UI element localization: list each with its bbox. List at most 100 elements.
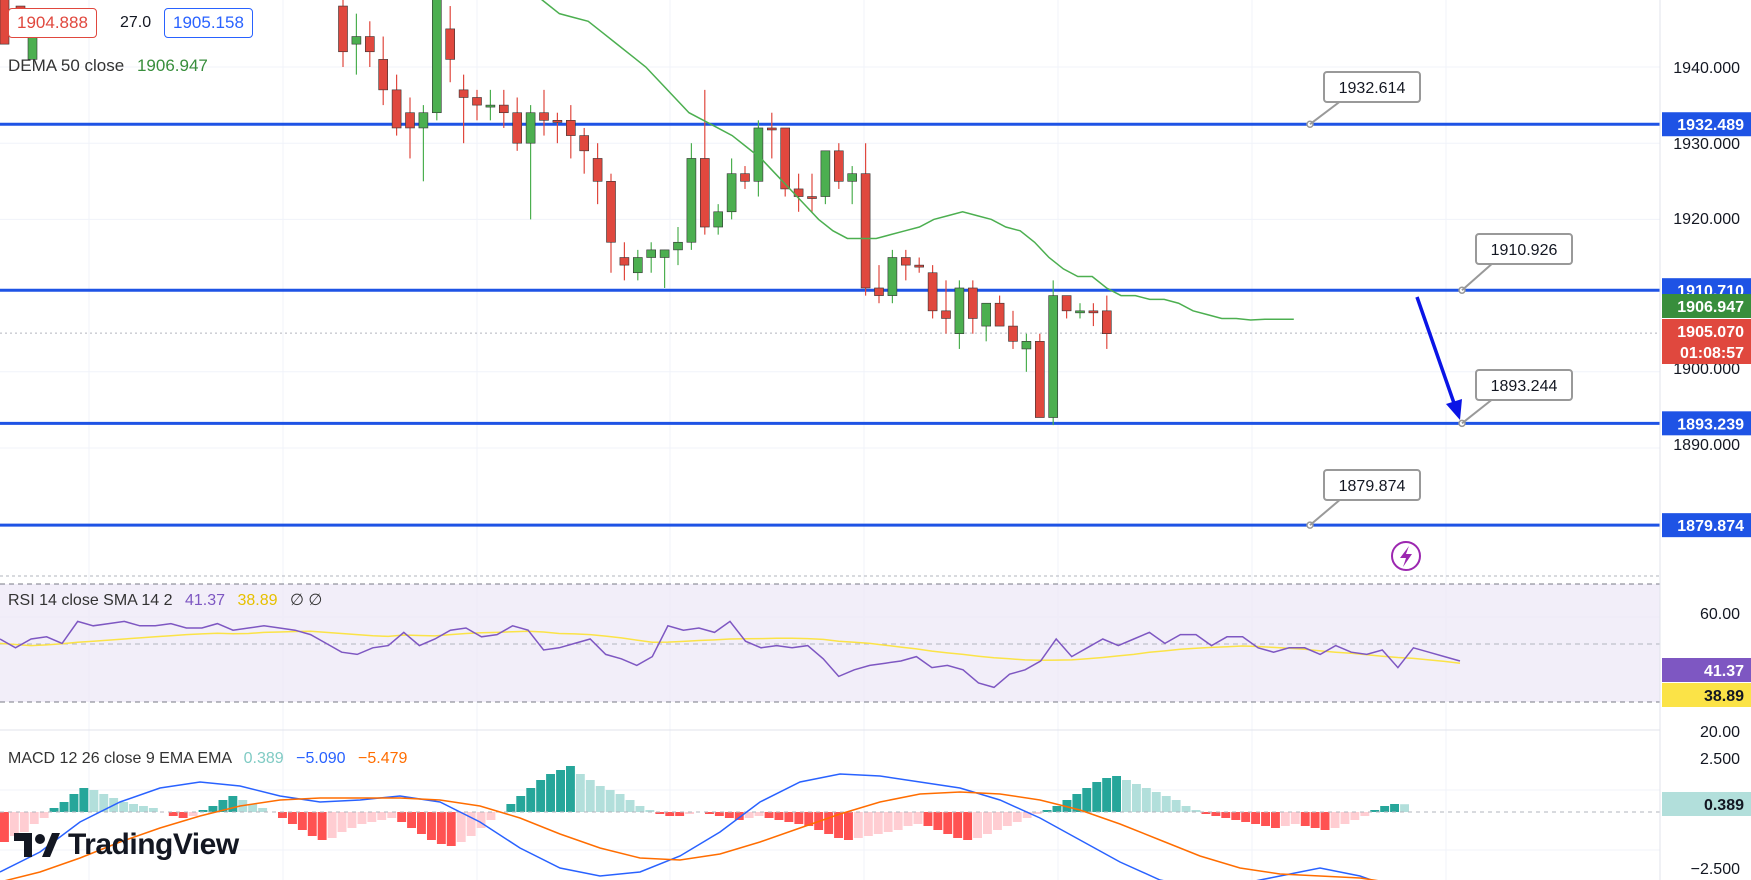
candle[interactable] — [485, 89, 496, 121]
rsi-legend[interactable]: RSI 14 close SMA 14 2 41.37 38.89 ∅ ∅ — [8, 590, 322, 610]
candle[interactable] — [579, 127, 590, 174]
candle[interactable] — [699, 89, 710, 235]
candle[interactable] — [686, 143, 697, 250]
candle[interactable] — [766, 112, 777, 159]
level-callout[interactable]: 1910.926 — [1458, 233, 1573, 294]
level-callout[interactable]: 1879.874 — [1306, 469, 1421, 529]
level-callout[interactable]: 1932.614 — [1306, 71, 1421, 128]
candle[interactable] — [1102, 295, 1112, 349]
candlesticks[interactable] — [0, 0, 1112, 426]
svg-text:1906.947: 1906.947 — [1677, 299, 1744, 316]
macd-bar — [546, 774, 555, 812]
candle[interactable] — [619, 242, 630, 281]
forecast-arrow[interactable] — [1415, 296, 1462, 420]
candle[interactable] — [874, 265, 884, 304]
candle[interactable] — [378, 36, 389, 106]
support-resistance-levels[interactable] — [0, 122, 1660, 527]
candle[interactable] — [646, 242, 657, 273]
candle[interactable] — [967, 280, 978, 334]
macd-bar — [466, 812, 476, 836]
macd-bar — [327, 812, 337, 838]
rsi-tick-label: 20.00 — [1700, 724, 1740, 741]
candle[interactable] — [418, 105, 429, 182]
macd-bar — [407, 812, 416, 828]
macd-bar — [248, 804, 258, 812]
candle[interactable] — [498, 89, 509, 128]
rsi-sma-line — [0, 630, 1461, 664]
macd-bar — [1320, 812, 1330, 830]
candle[interactable] — [726, 158, 737, 220]
candle[interactable] — [351, 13, 362, 75]
candle[interactable] — [673, 227, 683, 266]
candle[interactable] — [606, 173, 616, 273]
candle[interactable] — [887, 249, 898, 304]
candle[interactable] — [445, 6, 456, 83]
macd-bar — [1161, 796, 1171, 812]
macd-legend[interactable]: MACD 12 26 close 9 EMA EMA 0.389 −5.090 … — [8, 750, 407, 768]
candle[interactable] — [1075, 303, 1085, 319]
rsi-sma-tag: 38.89 — [1662, 683, 1751, 707]
macd-bar — [1052, 806, 1062, 812]
candle[interactable] — [847, 166, 858, 205]
candle[interactable] — [981, 302, 992, 342]
macd-bar — [288, 812, 297, 824]
candle[interactable] — [780, 127, 791, 197]
candle[interactable] — [565, 105, 576, 159]
ask-price-box[interactable]: 1905.158 — [164, 8, 253, 38]
forecast-arrow-shaft[interactable] — [1415, 296, 1457, 407]
level-callouts[interactable]: 1932.614 1910.926 1893.244 1879.874 — [1306, 71, 1573, 529]
candle[interactable] — [364, 21, 375, 67]
candle[interactable] — [941, 280, 951, 334]
candle[interactable] — [713, 204, 724, 235]
candle[interactable] — [793, 173, 804, 212]
candle[interactable] — [405, 97, 415, 159]
candle[interactable] — [1061, 295, 1072, 319]
candle[interactable] — [338, 0, 348, 67]
candle[interactable] — [525, 105, 536, 220]
candle[interactable] — [994, 295, 1005, 327]
price-axis-ticks: 1940.000 1930.000 1920.000 1900.000 1890.000… — [1673, 60, 1740, 878]
candle[interactable] — [927, 265, 938, 319]
macd-bar — [536, 780, 546, 812]
level-callout[interactable]: 1893.244 — [1458, 369, 1573, 428]
price-axis[interactable] — [1660, 0, 1751, 880]
candle[interactable] — [900, 249, 911, 281]
macd-bar — [377, 812, 387, 820]
macd-bar — [278, 812, 287, 818]
candle[interactable] — [431, 0, 442, 121]
macd-bar — [705, 812, 714, 814]
price-tick-label: 1920.000 — [1673, 211, 1740, 228]
candle[interactable] — [659, 249, 670, 288]
candle[interactable] — [1088, 303, 1099, 327]
candle[interactable] — [1021, 333, 1032, 372]
macd-bar — [983, 812, 992, 834]
candle[interactable] — [914, 257, 925, 273]
candle[interactable] — [1035, 333, 1045, 418]
ask-price: 1905.158 — [173, 13, 244, 32]
candle[interactable] — [552, 112, 563, 144]
candle[interactable] — [1008, 310, 1018, 349]
candle[interactable] — [833, 143, 844, 189]
rsi-extra: ∅ ∅ — [289, 592, 323, 609]
lightning-icon[interactable] — [1391, 541, 1421, 571]
candle[interactable] — [458, 74, 469, 144]
dema-legend[interactable]: DEMA 50 close 1906.947 — [8, 56, 208, 76]
candle[interactable] — [1048, 280, 1058, 426]
candle[interactable] — [820, 150, 831, 205]
candle[interactable] — [860, 143, 871, 296]
candle[interactable] — [472, 89, 482, 121]
candle[interactable] — [753, 120, 764, 197]
bid-price-box[interactable]: 1904.888 — [8, 8, 97, 38]
candle[interactable] — [512, 97, 523, 151]
candle[interactable] — [954, 280, 965, 349]
tradingview-logo[interactable]: TradingView — [12, 828, 239, 862]
candle[interactable] — [391, 74, 402, 136]
candle[interactable] — [539, 89, 549, 136]
candle[interactable] — [807, 173, 817, 212]
candle[interactable] — [740, 166, 750, 189]
macd-bar — [307, 812, 317, 836]
candle[interactable] — [592, 143, 603, 205]
candle[interactable] — [632, 249, 643, 281]
macd-bar — [853, 812, 863, 838]
